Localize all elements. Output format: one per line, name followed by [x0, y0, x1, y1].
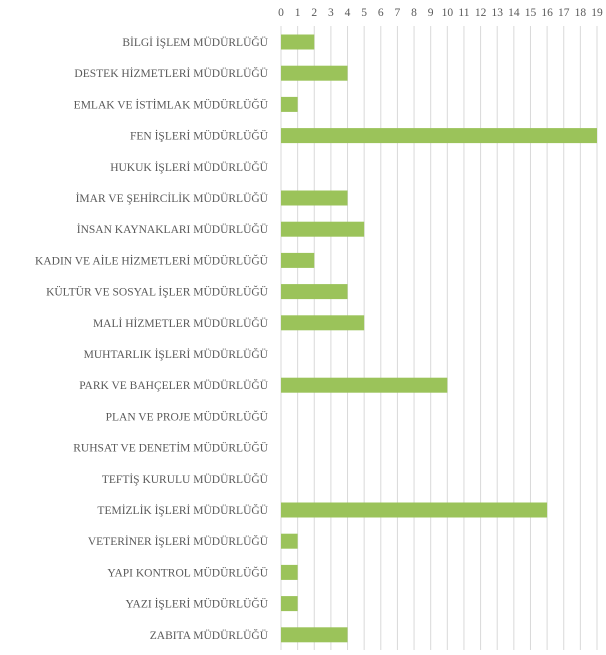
category-label: KADIN VE AİLE HİZMETLERİ MÜDÜRLÜĞÜ [35, 253, 269, 267]
category-label: İMAR VE ŞEHİRCİLİK MÜDÜRLÜĞÜ [76, 191, 269, 205]
category-label: TEMİZLİK İŞLERİ MÜDÜRLÜĞÜ [97, 503, 268, 517]
category-label: FEN İŞLERİ MÜDÜRLÜĞÜ [130, 129, 269, 143]
x-tick-label: 14 [508, 7, 520, 19]
bar [281, 65, 348, 81]
category-label: BİLGİ İŞLEM MÜDÜRLÜĞÜ [122, 35, 268, 49]
bar [281, 315, 365, 331]
x-tick-label: 16 [541, 7, 553, 19]
gridlines [280, 26, 598, 650]
category-label: VETERİNER İŞLERİ MÜDÜRLÜĞÜ [88, 534, 269, 548]
category-label: ZABITA MÜDÜRLÜĞÜ [150, 628, 269, 642]
x-tick-label: 5 [361, 7, 367, 19]
x-tick-label: 4 [345, 7, 351, 19]
x-tick-label: 9 [428, 7, 434, 19]
x-tick-label: 11 [458, 7, 469, 19]
x-tick-label: 18 [575, 7, 587, 19]
category-label: YAZI İŞLERİ MÜDÜRLÜĞÜ [126, 597, 269, 611]
x-tick-label: 2 [311, 7, 317, 19]
x-tick-label: 1 [295, 7, 301, 19]
x-tick-label: 8 [411, 7, 417, 19]
bar [281, 596, 298, 612]
category-label: İNSAN KAYNAKLARI MÜDÜRLÜĞÜ [77, 222, 269, 236]
bar [281, 627, 348, 643]
x-tick-label: 3 [328, 7, 334, 19]
category-label: HUKUK İŞLERİ MÜDÜRLÜĞÜ [110, 160, 268, 174]
bar [281, 190, 348, 206]
category-label: PLAN VE PROJE MÜDÜRLÜĞÜ [106, 409, 269, 423]
category-label: PARK VE BAHÇELER MÜDÜRLÜĞÜ [79, 378, 269, 392]
bar [281, 284, 348, 300]
bar [281, 96, 298, 112]
x-tick-label: 10 [442, 7, 454, 19]
bar [281, 128, 597, 144]
x-tick-label: 6 [378, 7, 384, 19]
x-tick-label: 19 [591, 7, 603, 19]
bar [281, 502, 548, 518]
category-label: MUHTARLIK İŞLERİ MÜDÜRLÜĞÜ [84, 347, 269, 361]
x-axis-ticks: 0 1 2 3 4 5 6 7 8 9 10 11 12 13 14 15 16 17 18 19 [278, 7, 603, 19]
category-labels: BİLGİ İŞLEM MÜDÜRLÜĞÜ DESTEK HİZMETLERİ M… [35, 35, 269, 642]
x-tick-label: 7 [395, 7, 401, 19]
bar [281, 564, 298, 580]
bar [281, 377, 448, 393]
bar [281, 252, 315, 268]
x-tick-label: 13 [491, 7, 503, 19]
category-label: RUHSAT VE DENETİM MÜDÜRLÜĞÜ [73, 441, 268, 455]
bar [281, 221, 365, 237]
bar [281, 34, 315, 50]
x-tick-label: 15 [525, 7, 537, 19]
category-label: TEFTİŞ KURULU MÜDÜRLÜĞÜ [102, 472, 269, 486]
bars [281, 34, 597, 643]
category-label: MALİ HİZMETLER MÜDÜRLÜĞÜ [93, 316, 269, 330]
x-tick-label: 0 [278, 7, 284, 19]
x-tick-label: 12 [475, 7, 487, 19]
category-label: EMLAK VE İSTİMLAK MÜDÜRLÜĞÜ [74, 97, 269, 111]
bar [281, 533, 298, 549]
category-label: DESTEK HİZMETLERİ MÜDÜRLÜĞÜ [74, 66, 268, 80]
x-tick-label: 17 [558, 7, 570, 19]
category-label: YAPI KONTROL MÜDÜRLÜĞÜ [107, 565, 268, 579]
category-label: KÜLTÜR VE SOSYAL İŞLER MÜDÜRLÜĞÜ [46, 285, 269, 299]
